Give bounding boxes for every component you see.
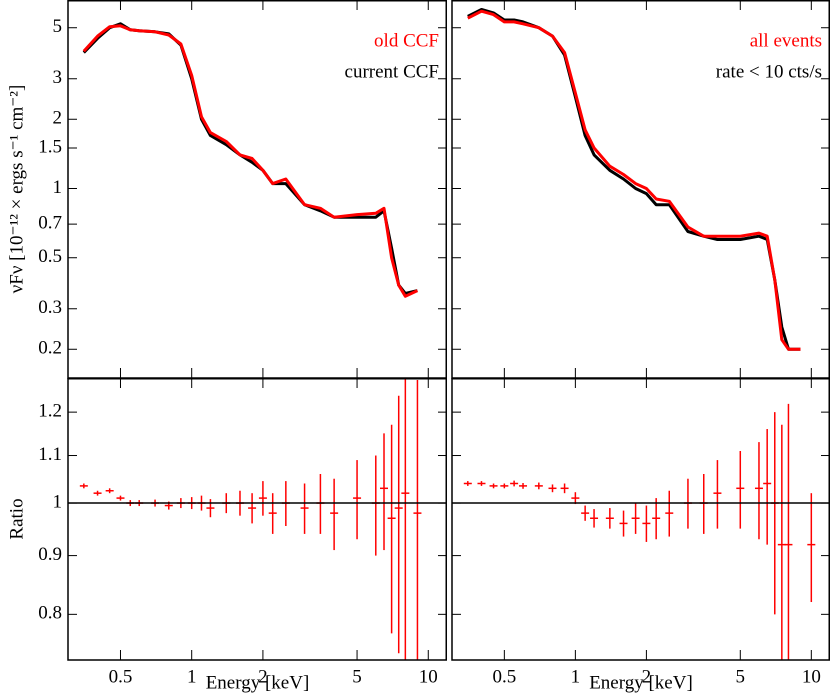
spectrum-line <box>467 8 801 351</box>
y-tick-label: 0.3 <box>38 297 62 318</box>
plot-frame <box>67 378 447 661</box>
y-tick-label: 2 <box>53 108 63 129</box>
x-tick-label: 2 <box>642 666 652 687</box>
y-tick-label: 0.8 <box>38 603 62 624</box>
x-axis-label: Energy [keV] <box>206 672 310 693</box>
x-tick-label: 0.5 <box>109 666 133 687</box>
y-tick-label: 3 <box>53 67 63 88</box>
y-tick-label: 1 <box>53 177 63 198</box>
y-tick-label: 5 <box>53 16 63 37</box>
y-tick-label: 1.5 <box>38 136 62 157</box>
y-axis-label: Ratio <box>6 498 27 539</box>
x-axis-label: Energy [keV] <box>589 672 693 693</box>
legend-entry: all events <box>750 30 822 51</box>
x-tick-label: 5 <box>352 666 362 687</box>
x-tick-label: 1 <box>571 666 581 687</box>
x-tick-label: 5 <box>736 666 746 687</box>
y-tick-label: 1 <box>53 491 63 512</box>
spectrum-line <box>467 9 801 351</box>
x-tick-label: 1 <box>187 666 197 687</box>
y-tick-label: 1.1 <box>38 444 62 465</box>
y-tick-label: 0.2 <box>38 338 62 359</box>
y-tick-label: 0.9 <box>38 544 62 565</box>
x-tick-label: 2 <box>258 666 268 687</box>
legend-entry: rate < 10 cts/s <box>716 61 822 82</box>
x-tick-label: 0.5 <box>492 666 516 687</box>
plot-frame <box>451 378 830 661</box>
y-tick-label: 0.7 <box>38 212 62 233</box>
spectrum-line <box>82 24 419 298</box>
y-axis-label: νFν [10⁻¹² × ergs s⁻¹ cm⁻²] <box>6 85 27 294</box>
y-tick-label: 0.5 <box>38 246 62 267</box>
x-tick-label: 10 <box>802 666 821 687</box>
y-tick-label: 1.2 <box>38 400 62 421</box>
legend-entry: old CCF <box>374 30 439 51</box>
plot-frame <box>67 0 447 379</box>
legend-entry: current CCF <box>345 61 439 82</box>
x-tick-label: 10 <box>419 666 438 687</box>
